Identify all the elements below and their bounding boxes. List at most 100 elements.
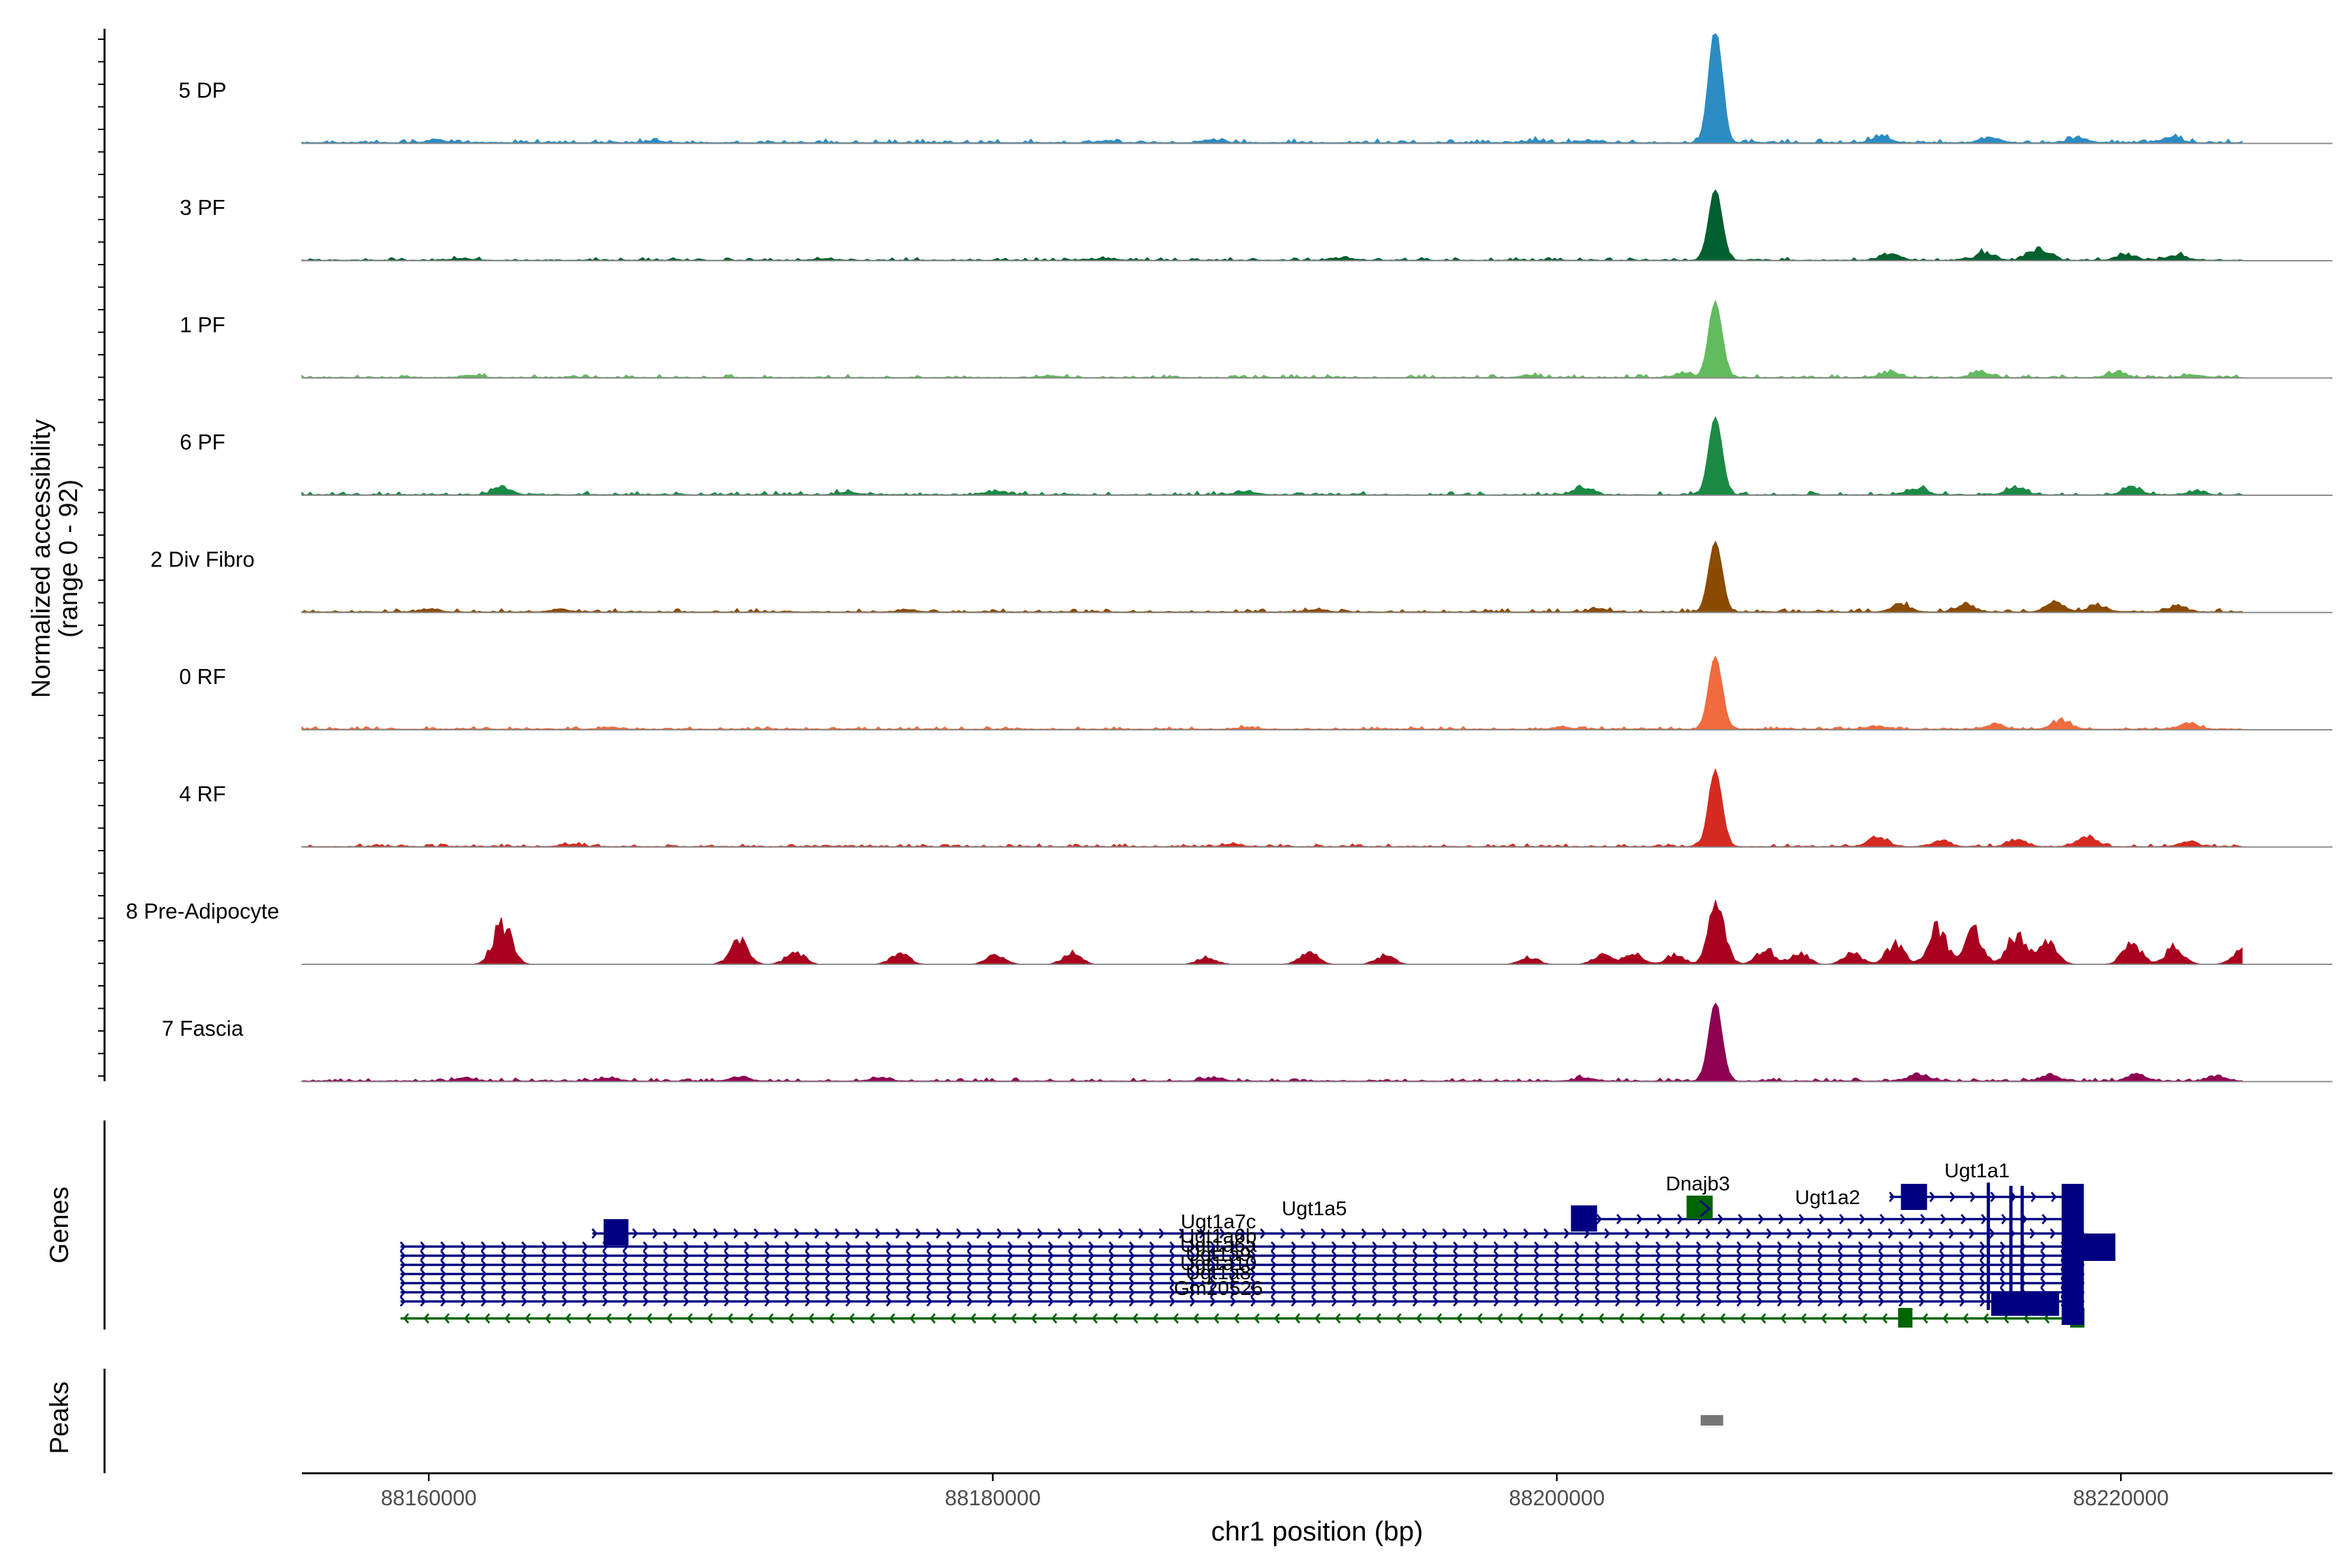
strand-chevron: [804, 1278, 811, 1288]
strand-chevron: [1209, 1296, 1217, 1307]
strand-chevron: [1922, 1313, 1929, 1324]
strand-chevron: [541, 1241, 548, 1252]
strand-chevron: [1209, 1250, 1217, 1261]
strand-chevron: [845, 1287, 852, 1298]
strand-chevron: [1736, 1287, 1743, 1298]
strand-chevron: [1797, 1269, 1804, 1279]
strand-chevron: [1432, 1241, 1439, 1252]
strand-chevron: [1598, 1313, 1605, 1324]
strand-chevron: [1209, 1269, 1217, 1279]
strand-chevron: [1473, 1260, 1480, 1270]
strand-chevron: [1817, 1287, 1824, 1298]
gene-label: Gm20526: [1174, 1277, 1263, 1299]
strand-chevron: [1128, 1241, 1135, 1252]
strand-chevron: [1331, 1260, 1338, 1270]
strand-chevron: [865, 1269, 872, 1279]
strand-chevron: [1169, 1296, 1176, 1307]
strand-chevron: [521, 1260, 528, 1270]
strand-chevron: [1635, 1260, 1642, 1270]
strand-chevron: [521, 1278, 528, 1288]
strand-chevron: [1375, 1313, 1382, 1324]
strand-chevron: [1462, 1228, 1469, 1239]
strand-chevron: [1695, 1278, 1703, 1288]
strand-chevron: [1335, 1313, 1341, 1324]
strand-chevron: [1797, 1287, 1804, 1298]
gene-label: Ugt1a6a: [1180, 1233, 1257, 1256]
strand-chevron: [1068, 1287, 1075, 1298]
strand-chevron: [1371, 1260, 1379, 1270]
strand-chevron: [1756, 1250, 1763, 1261]
strand-chevron: [2031, 1192, 2037, 1202]
strand-chevron: [1250, 1250, 1257, 1261]
strand-chevron: [926, 1278, 933, 1288]
strand-chevron: [662, 1269, 670, 1279]
strand-chevron: [1149, 1269, 1156, 1279]
strand-chevron: [1968, 1228, 1975, 1239]
strand-chevron: [444, 1313, 450, 1324]
strand-chevron: [500, 1278, 508, 1288]
strand-chevron: [1594, 1241, 1601, 1252]
strand-chevron: [1675, 1241, 1682, 1252]
strand-chevron: [1493, 1269, 1500, 1279]
strand-chevron: [889, 1313, 896, 1324]
strand-chevron: [987, 1296, 994, 1307]
strand-chevron: [1311, 1250, 1318, 1261]
strand-chevron: [956, 1228, 962, 1239]
strand-chevron: [1331, 1296, 1338, 1307]
strand-chevron: [1979, 1260, 1986, 1270]
strand-chevron: [1169, 1250, 1176, 1261]
strand-chevron: [1887, 1228, 1894, 1239]
strand-chevron: [1635, 1287, 1642, 1298]
gene-label: Ugt1a8: [1186, 1261, 1251, 1284]
strand-chevron: [642, 1287, 649, 1298]
strand-chevron: [521, 1241, 528, 1252]
strand-chevron: [1594, 1278, 1601, 1288]
strand-chevron: [1473, 1296, 1480, 1307]
strand-chevron: [1513, 1269, 1520, 1279]
strand-chevron: [764, 1278, 771, 1288]
strand-chevron: [2050, 1228, 2056, 1239]
strand-chevron: [1149, 1278, 1156, 1288]
strand-chevron: [500, 1296, 508, 1307]
strand-chevron: [1797, 1278, 1804, 1288]
strand-chevron: [1878, 1260, 1885, 1270]
strand-chevron: [1817, 1269, 1824, 1279]
strand-chevron: [1112, 1313, 1119, 1324]
strand-chevron: [1108, 1278, 1115, 1288]
strand-chevron: [976, 1228, 983, 1239]
x-tick-label: 88220000: [2073, 1486, 2169, 1510]
strand-chevron: [1250, 1241, 1257, 1252]
strand-chevron: [1635, 1250, 1642, 1261]
strand-chevron: [784, 1250, 791, 1261]
strand-chevron: [1533, 1241, 1541, 1252]
strand-chevron: [683, 1278, 690, 1288]
strand-chevron: [1230, 1278, 1237, 1288]
strand-chevron: [804, 1260, 811, 1270]
strand-chevron: [946, 1278, 953, 1288]
strand-chevron: [2041, 1214, 2048, 1224]
strand-chevron: [1817, 1260, 1824, 1270]
strand-chevron: [1818, 1214, 1825, 1224]
strand-chevron: [1092, 1313, 1098, 1324]
strand-chevron: [1554, 1287, 1561, 1298]
strand-chevron: [865, 1241, 872, 1252]
strand-chevron: [591, 1228, 598, 1239]
strand-chevron: [1756, 1260, 1763, 1270]
strand-chevron: [1452, 1241, 1460, 1252]
strand-chevron: [743, 1296, 751, 1307]
strand-chevron: [987, 1260, 994, 1270]
strand-chevron: [2051, 1192, 2057, 1202]
strand-chevron: [480, 1250, 487, 1261]
strand-chevron: [1452, 1260, 1460, 1270]
strand-chevron: [642, 1260, 649, 1270]
strand-chevron: [1392, 1269, 1399, 1279]
strand-chevron: [1717, 1214, 1724, 1224]
x-tick-label: 88180000: [945, 1486, 1041, 1510]
strand-chevron: [1503, 1228, 1509, 1239]
strand-chevron: [1412, 1287, 1419, 1298]
strand-chevron: [1432, 1260, 1439, 1270]
strand-chevron: [1859, 1214, 1866, 1224]
strand-chevron: [1861, 1313, 1868, 1324]
strand-chevron: [1179, 1228, 1185, 1239]
strand-chevron: [885, 1287, 892, 1298]
